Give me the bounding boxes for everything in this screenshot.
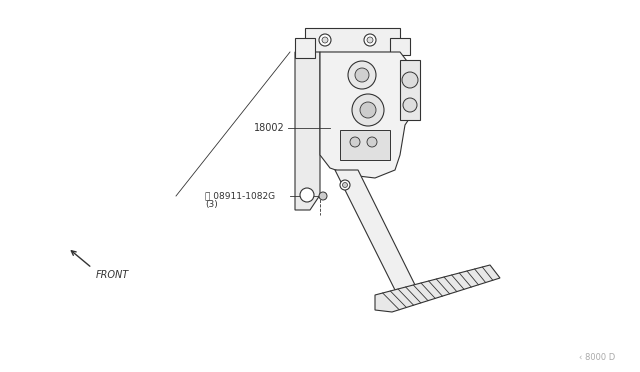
Circle shape [352,94,384,126]
Polygon shape [390,38,410,55]
Text: ‹ 8000 D: ‹ 8000 D [579,353,615,362]
Text: (3): (3) [205,201,218,209]
Polygon shape [295,38,315,58]
Circle shape [342,183,348,187]
Text: Ⓝ 08911-1082G: Ⓝ 08911-1082G [205,192,275,201]
Polygon shape [335,170,420,300]
Circle shape [319,192,327,200]
Circle shape [348,61,376,89]
Polygon shape [375,265,500,312]
Polygon shape [340,130,390,160]
Text: 18002: 18002 [254,123,285,133]
Circle shape [367,37,373,43]
Circle shape [340,180,350,190]
Polygon shape [400,60,420,120]
Circle shape [300,188,314,202]
Polygon shape [320,52,415,178]
Circle shape [350,137,360,147]
Circle shape [322,37,328,43]
Text: FRONT: FRONT [96,270,129,280]
Circle shape [367,137,377,147]
Circle shape [403,98,417,112]
Circle shape [319,34,331,46]
Polygon shape [305,28,400,52]
Circle shape [360,102,376,118]
Circle shape [402,72,418,88]
Circle shape [355,68,369,82]
Polygon shape [295,52,320,210]
Circle shape [364,34,376,46]
